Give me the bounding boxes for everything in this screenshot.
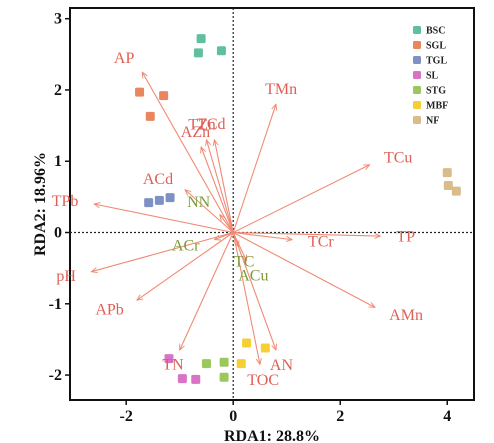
x-tick-label: 0	[229, 408, 237, 425]
legend-label-sgl: SGL	[426, 41, 446, 52]
point-sgl	[135, 87, 145, 97]
x-axis-title: RDA1: 28.8%	[224, 428, 320, 443]
point-sgl	[159, 91, 169, 101]
vector-label-tn: TN	[162, 357, 184, 374]
vector-label-tcd: TCd	[197, 116, 225, 133]
legend-label-mbf: MBF	[426, 101, 448, 112]
vector-tp	[233, 231, 380, 237]
vector-label-amn: AMn	[389, 307, 423, 324]
legend-swatch-stg	[413, 86, 421, 94]
vector-label-tzn: TZn	[188, 116, 216, 133]
vector-label-tcr: TCr	[308, 234, 334, 251]
axis-ticks: -2 0 2 4 -2 -1 0 1 2 3	[49, 11, 452, 425]
vector-toc	[232, 232, 260, 365]
legend-swatch-sl	[413, 71, 421, 79]
legend-swatch-tgl	[413, 56, 421, 64]
point-mbf	[236, 359, 246, 369]
point-nf	[442, 168, 452, 178]
y-tick-label: -2	[49, 367, 62, 384]
vector-label-ph: pH	[56, 268, 76, 285]
x-tick-label: 2	[336, 408, 344, 425]
y-tick-label: 2	[54, 82, 62, 99]
legend-swatch-mbf	[413, 101, 421, 109]
vector-label-acr: ACr	[172, 237, 200, 254]
point-layer	[135, 34, 461, 384]
vector-an	[232, 232, 276, 351]
point-sl	[177, 374, 187, 384]
point-tgl	[154, 195, 164, 205]
x-tick-label: 4	[443, 408, 451, 425]
vector-tcd	[214, 140, 234, 233]
vector-acd	[185, 190, 234, 233]
y-tick-label: 3	[54, 11, 62, 28]
y-tick-label: -1	[49, 296, 62, 313]
legend-swatch-sgl	[413, 41, 421, 49]
point-mbf	[260, 343, 270, 353]
point-sl	[191, 374, 201, 384]
vector-azn	[201, 147, 234, 233]
vector-label-tp: TP	[396, 228, 415, 245]
vector-acu	[232, 232, 248, 262]
point-sl	[164, 354, 174, 364]
legend-label-bsc: BSC	[426, 26, 445, 37]
point-bsc	[196, 34, 206, 44]
legend-label-nf: NF	[426, 116, 439, 127]
legend-label-stg: STG	[426, 86, 446, 97]
y-tick-label: 0	[54, 225, 62, 242]
vector-tmn	[232, 104, 276, 233]
legend-swatch-nf	[413, 116, 421, 124]
plot-frame	[69, 7, 475, 401]
point-bsc	[193, 48, 203, 58]
vector-label-acu: ACu	[238, 268, 268, 285]
point-tgl	[144, 198, 154, 208]
y-axis-title: RDA2: 18.96%	[32, 152, 49, 256]
vector-amn	[232, 232, 375, 308]
point-nf	[451, 186, 461, 196]
vector-label-acd: ACd	[143, 171, 173, 188]
vector-layer	[91, 72, 380, 364]
vector-label-tmn: TMn	[265, 81, 297, 98]
vector-label-tcu: TCu	[384, 150, 412, 167]
vector-label-tpb: TPb	[52, 193, 79, 210]
point-tgl	[165, 193, 175, 203]
vector-ph	[91, 231, 234, 272]
vector-nn	[220, 215, 234, 233]
vector-label-nn: NN	[187, 194, 211, 211]
point-stg	[219, 372, 229, 382]
vector-apb	[137, 232, 234, 301]
vector-tcr	[233, 231, 292, 240]
legend-label-tgl: TGL	[426, 56, 447, 67]
vector-label-apb: APb	[95, 301, 123, 318]
point-mbf	[242, 338, 252, 348]
legend: BSC SGL TGL SL STG MBF NF	[413, 26, 448, 127]
vector-label-azn: AZn	[181, 124, 210, 141]
point-bsc	[216, 46, 226, 56]
legend-label-sl: SL	[426, 71, 439, 82]
vector-label-ap: AP	[114, 50, 135, 67]
vector-ap	[142, 72, 234, 233]
vector-tzn	[206, 140, 234, 233]
vector-label-an: AN	[270, 357, 294, 374]
point-stg	[201, 359, 211, 369]
vector-tcu	[232, 165, 369, 234]
x-tick-label: -2	[120, 408, 133, 425]
y-tick-label: 1	[54, 153, 62, 170]
legend-swatch-bsc	[413, 26, 421, 34]
vector-tpb	[94, 204, 234, 234]
vector-acr	[214, 231, 234, 240]
reference-lines	[70, 8, 474, 400]
point-sgl	[145, 111, 155, 121]
point-stg	[219, 357, 229, 367]
vector-label-tc: TC	[234, 254, 254, 271]
point-nf	[443, 180, 453, 190]
vector-label-toc: TOC	[247, 372, 279, 389]
vector-tn	[179, 232, 234, 351]
